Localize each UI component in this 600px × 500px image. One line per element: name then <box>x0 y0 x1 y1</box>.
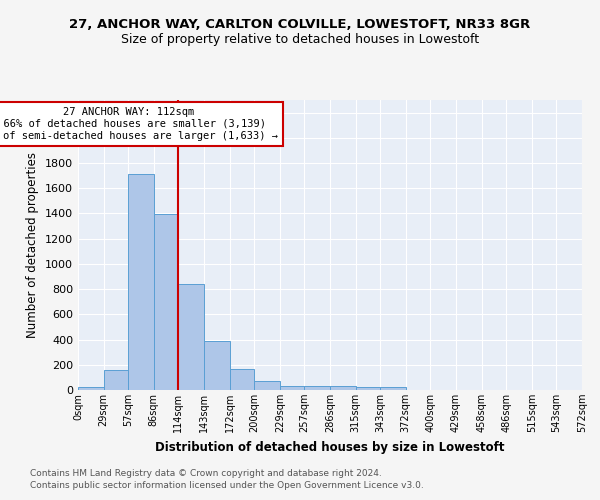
Bar <box>128 174 154 390</box>
Text: Size of property relative to detached houses in Lowestoft: Size of property relative to detached ho… <box>121 32 479 46</box>
Text: Contains public sector information licensed under the Open Government Licence v3: Contains public sector information licen… <box>30 481 424 490</box>
Bar <box>330 386 356 390</box>
Bar <box>380 388 406 390</box>
Bar <box>204 341 230 390</box>
Bar <box>280 386 304 390</box>
Text: 27 ANCHOR WAY: 112sqm
← 66% of detached houses are smaller (3,139)
34% of semi-d: 27 ANCHOR WAY: 112sqm ← 66% of detached … <box>0 108 278 140</box>
Y-axis label: Number of detached properties: Number of detached properties <box>26 152 40 338</box>
X-axis label: Distribution of detached houses by size in Lowestoft: Distribution of detached houses by size … <box>155 440 505 454</box>
Text: 27, ANCHOR WAY, CARLTON COLVILLE, LOWESTOFT, NR33 8GR: 27, ANCHOR WAY, CARLTON COLVILLE, LOWEST… <box>70 18 530 30</box>
Bar <box>356 387 380 390</box>
Bar <box>304 386 330 390</box>
Bar <box>104 370 128 390</box>
Bar <box>254 381 280 390</box>
Bar <box>178 284 204 390</box>
Bar <box>154 214 178 390</box>
Bar <box>78 388 104 390</box>
Text: Contains HM Land Registry data © Crown copyright and database right 2024.: Contains HM Land Registry data © Crown c… <box>30 468 382 477</box>
Bar <box>230 369 254 390</box>
